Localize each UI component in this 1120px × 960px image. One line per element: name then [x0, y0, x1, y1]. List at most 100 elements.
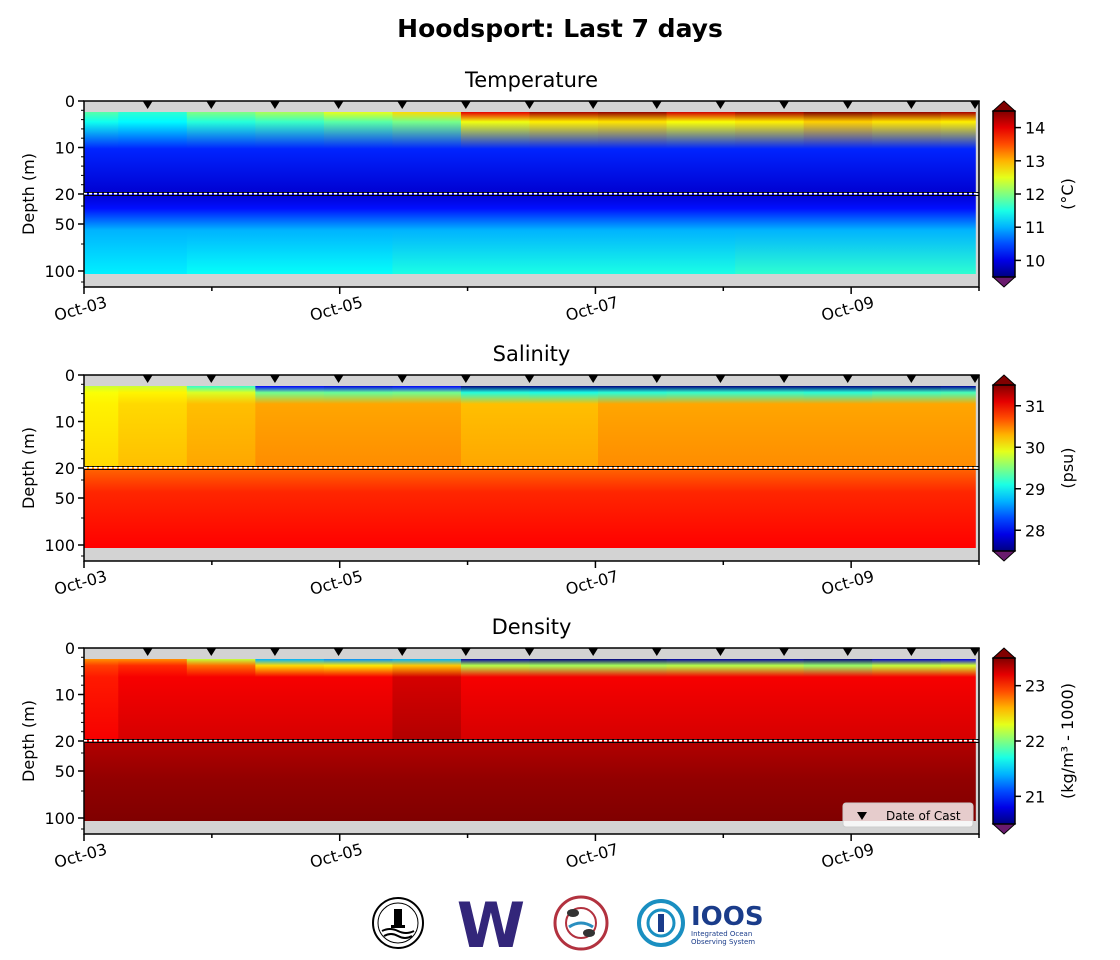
colorbar-tick-label: 12 [1025, 185, 1045, 204]
cast-marker [970, 101, 980, 109]
data-column [255, 386, 325, 468]
colorbar [993, 385, 1015, 551]
data-column [255, 112, 325, 194]
y-tick-label: 50 [55, 489, 75, 508]
data-column [735, 194, 805, 274]
cast-marker [333, 375, 344, 383]
data-column [872, 468, 942, 548]
colorbar-tick-label: 31 [1025, 397, 1045, 416]
data-column [84, 386, 120, 468]
cast-marker [333, 648, 344, 656]
ioos-logo: IOOS Integrated Ocean Observing System [637, 899, 764, 947]
data-column [118, 659, 188, 741]
cast-marker [397, 375, 408, 383]
data-column [529, 386, 599, 468]
ioos-logo-subtext-2: Observing System [691, 938, 755, 946]
data-column [529, 659, 599, 741]
noaa-seal-logo [372, 897, 424, 949]
x-tick-label: Oct-09 [819, 293, 876, 325]
data-column [392, 659, 462, 741]
cast-marker [206, 375, 217, 383]
data-column [598, 741, 668, 821]
colorbar-frame [992, 384, 1016, 552]
data-column [84, 194, 120, 274]
data-column [529, 741, 599, 821]
data-column [323, 468, 394, 548]
ioos-logo-subtext-1: Integrated Ocean [691, 930, 752, 938]
panel-title: Temperature [464, 68, 598, 92]
data-column [460, 468, 531, 548]
data-column [735, 386, 805, 468]
x-tick-label: Oct-05 [308, 840, 365, 872]
colorbar-tick-label: 11 [1025, 218, 1045, 237]
data-column [803, 659, 873, 741]
data-column [323, 194, 394, 274]
data-column [186, 194, 257, 274]
data-column [666, 741, 736, 821]
data-column [598, 194, 668, 274]
data-column [803, 194, 873, 274]
y-tick-label: 20 [55, 459, 75, 478]
data-column [118, 112, 188, 194]
cast-marker [906, 648, 917, 656]
colorbar-extend-max [991, 647, 1017, 659]
cast-marker [269, 648, 280, 656]
data-column [186, 468, 257, 548]
colorbar-extend-max [991, 100, 1017, 112]
data-column [255, 194, 325, 274]
data-column [118, 741, 188, 821]
colorbar-extend-min [991, 550, 1017, 562]
colorbar-tick-label: 21 [1025, 787, 1045, 806]
data-column [323, 386, 394, 468]
data-column [118, 194, 188, 274]
x-tick-label: Oct-07 [564, 567, 621, 599]
data-column [323, 741, 394, 821]
y-tick-label: 100 [44, 536, 75, 555]
cast-marker [970, 648, 980, 656]
data-column [598, 468, 668, 548]
data-column [186, 659, 257, 741]
data-column [735, 741, 805, 821]
data-column [735, 112, 805, 194]
x-tick-label: Oct-09 [819, 567, 876, 599]
data-column [186, 386, 257, 468]
data-column [323, 112, 394, 194]
colorbar-extend-min [991, 823, 1017, 835]
data-column [529, 194, 599, 274]
y-axis-label: Depth (m) [19, 700, 38, 782]
panel-density: Density 0 10 20 50 100 Depth (m) Oct-03 Oct-05 Oc… [19, 615, 1077, 872]
cast-marker [715, 375, 726, 383]
cast-marker [333, 101, 344, 109]
colorbar [993, 111, 1015, 277]
cast-marker [588, 375, 599, 383]
x-tick-label: Oct-09 [819, 840, 876, 872]
data-column [255, 659, 325, 741]
data-column [872, 659, 942, 741]
figure-title: Hoodsport: Last 7 days [397, 14, 723, 43]
cast-marker [142, 375, 153, 383]
colorbar-tick-label: 14 [1025, 119, 1045, 138]
data-column [392, 468, 462, 548]
tribal-logo [553, 895, 609, 951]
y-tick-label: 10 [55, 139, 75, 158]
x-tick-label: Oct-03 [52, 293, 109, 325]
cast-marker [779, 648, 790, 656]
panel-title: Salinity [493, 342, 571, 366]
y-axis-label: Depth (m) [19, 153, 38, 235]
cast-marker [588, 101, 599, 109]
y-tick-label: 0 [65, 639, 75, 658]
data-column [392, 112, 462, 194]
colorbar-tick-label: 29 [1025, 480, 1045, 499]
data-column [84, 741, 120, 821]
uw-logo-text: W [457, 893, 525, 953]
colorbar-extend-max [991, 374, 1017, 386]
cast-marker [460, 101, 471, 109]
cast-marker [524, 375, 535, 383]
x-tick-label: Oct-03 [52, 567, 109, 599]
data-column [940, 194, 976, 274]
data-column [84, 468, 120, 548]
y-tick-label: 10 [55, 686, 75, 705]
data-column [392, 386, 462, 468]
cast-marker [269, 101, 280, 109]
x-tick-label: Oct-07 [564, 840, 621, 872]
